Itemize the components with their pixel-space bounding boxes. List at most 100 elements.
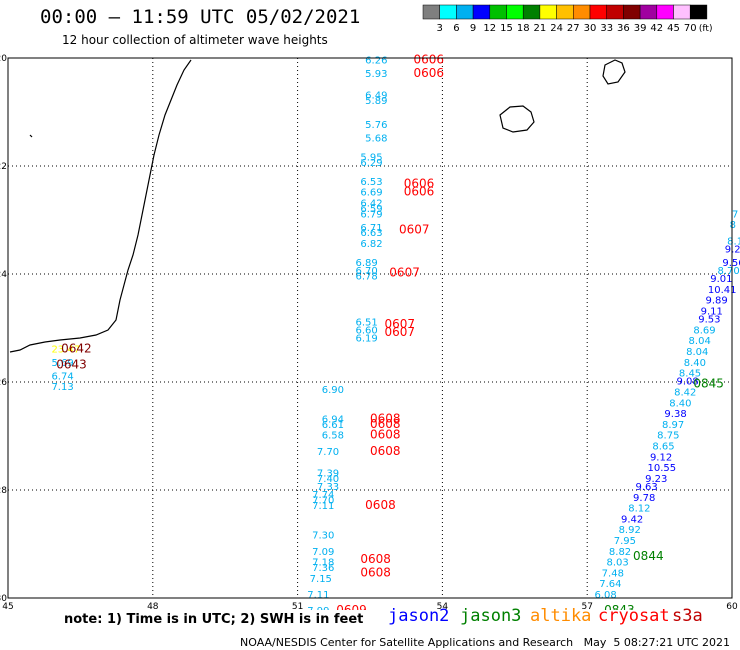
wave-height-label: 5.93 [365, 69, 387, 80]
scale-swatch [689, 4, 708, 20]
scale-label: 36 [617, 23, 630, 34]
wave-height-label: 6.58 [322, 431, 344, 442]
chart-subtitle: 12 hour collection of altimeter wave hei… [62, 33, 328, 47]
pass-time-label: 0845 [693, 376, 724, 390]
legend-item-cryosat: cryosat [598, 606, 670, 626]
wave-height-label: 7.30 [312, 531, 334, 542]
wave-height-label: 8.75 [657, 431, 679, 442]
scale-unit: (ft) [699, 24, 713, 34]
wave-height-label: 6.89 [356, 258, 378, 269]
pass-time-label: 0606 [413, 52, 444, 66]
pass-time-label: 0606 [404, 185, 435, 199]
wave-height-label: 7.33 [317, 482, 339, 493]
scale-label: 30 [584, 23, 597, 34]
x-tick-label: 60 [726, 602, 738, 610]
pass-time-label: 0608 [370, 428, 401, 442]
wave-height-label: 8.40 [684, 358, 706, 369]
scale-label: 70 [684, 23, 697, 34]
y-tick-label: -30 [0, 594, 7, 604]
wave-height-label: 5.95 [360, 153, 382, 164]
pass-time-label: 0607 [389, 266, 420, 280]
scale-label: 33 [600, 23, 613, 34]
wave-height-label: 6.63 [360, 228, 382, 239]
mauritius-island [602, 59, 626, 85]
scale-label: 21 [534, 23, 547, 34]
wave-height-label: 6.60 [356, 325, 378, 336]
x-tick-label: 57 [581, 602, 592, 610]
wave-height-label: 8.70 [718, 266, 740, 277]
wave-height-label: 7.64 [599, 579, 621, 590]
wave-height-label: 8.65 [652, 442, 674, 453]
wave-height-label: 8.40 [669, 398, 691, 409]
pass-time-label: 0643 [56, 358, 87, 372]
wave-height-label: 9.89 [705, 296, 727, 307]
pass-time-label: 0607 [399, 223, 430, 237]
pass-time-label: 0608 [370, 412, 401, 426]
wave-height-label: 10.41 [708, 285, 737, 296]
wave-height-label: 6.26 [365, 55, 387, 66]
wave-height-label: 9.56 [722, 258, 740, 269]
wave-height-label: 8.92 [619, 525, 641, 536]
wave-height-label: 8.04 [689, 336, 711, 347]
pass-time-label: 0607 [384, 317, 415, 331]
wave-height-label: 6.53 [360, 177, 382, 188]
wave-height-label: 8.03 [607, 558, 629, 569]
pass-time-label: 0609 [336, 603, 367, 610]
wave-height-label: 9.11 [701, 307, 723, 318]
wave-height-label: 6.70 [356, 266, 378, 277]
y-tick-label: -22 [0, 162, 7, 172]
scale-label: 18 [517, 23, 530, 34]
wave-height-label: 8 [730, 220, 736, 231]
wave-height-label: 7.18 [312, 558, 334, 569]
pass-time-label: 0608 [365, 498, 396, 512]
madagascar-coast [9, 59, 192, 353]
scale-label: 12 [483, 23, 496, 34]
wave-height-label: 7.39 [317, 469, 339, 480]
pass-time-label: 0606 [413, 66, 444, 80]
wave-height-label: 6.78 [356, 271, 378, 282]
wave-height-label: 23.47 [51, 344, 80, 355]
wave-height-label: 6.29 [360, 158, 382, 169]
chart-title: 00:00 – 11:59 UTC 05/02/2021 [40, 6, 361, 28]
wave-height-label: 5.89 [365, 96, 387, 107]
wave-height-label: 5.68 [365, 134, 387, 145]
wave-height-label: 6.82 [360, 239, 382, 250]
wave-height-label: 7.99 [307, 606, 329, 610]
wave-height-label: 6.71 [360, 223, 382, 234]
wave-height-label: 7.40 [317, 474, 339, 485]
wave-height-label: 9.53 [698, 315, 720, 326]
scale-label: 45 [667, 23, 680, 34]
scale-label: 3 [437, 23, 443, 34]
pass-time-label: 0608 [370, 417, 401, 431]
wave-height-label: 7.70 [312, 496, 334, 507]
legend-item-jason2: jason2 [388, 606, 450, 626]
y-tick-label: -26 [0, 378, 7, 388]
scale-label: 24 [550, 23, 563, 34]
pass-time-label: 0843 [604, 603, 635, 610]
scale-label: 6 [453, 23, 459, 34]
legend-item-jason3: jason3 [460, 606, 522, 626]
wave-height-label: 9.78 [633, 493, 655, 504]
wave-height-label: 8.45 [679, 369, 701, 380]
x-tick-label: 45 [2, 602, 13, 610]
x-tick-label: 54 [437, 602, 449, 610]
wave-height-label: 7.74 [312, 490, 334, 501]
wave-height-label: 9.08 [676, 377, 698, 388]
wave-height-label: 8.04 [686, 347, 708, 358]
wave-height-label: 9.42 [621, 514, 643, 525]
pass-time-label: 0608 [360, 565, 391, 579]
wave-height-label: 6.51 [356, 317, 378, 328]
wave-height-label: 8.12 [628, 504, 650, 515]
scale-label: 15 [500, 23, 513, 34]
scale-label: 42 [650, 23, 663, 34]
pass-time-label: 0607 [384, 325, 415, 339]
wave-height-label: 7.13 [51, 382, 73, 393]
pass-time-label: 0606 [404, 177, 435, 191]
wave-height-map: 6.26 5.93 6.495.89 5.76 5.68 5.956.29 6.536.69… [0, 52, 740, 610]
wave-height-label: 8.1 [727, 236, 740, 247]
legend-item-s3a: s3a [672, 606, 703, 626]
credit: NOAA/NESDIS Center for Satellite Applica… [240, 636, 731, 649]
wave-labels: 6.26 5.93 6.495.89 5.76 5.68 5.956.29 6.536.69… [51, 52, 740, 610]
wave-height-label: 9.63 [635, 482, 657, 493]
wave-height-label: 7.11 [307, 590, 329, 601]
